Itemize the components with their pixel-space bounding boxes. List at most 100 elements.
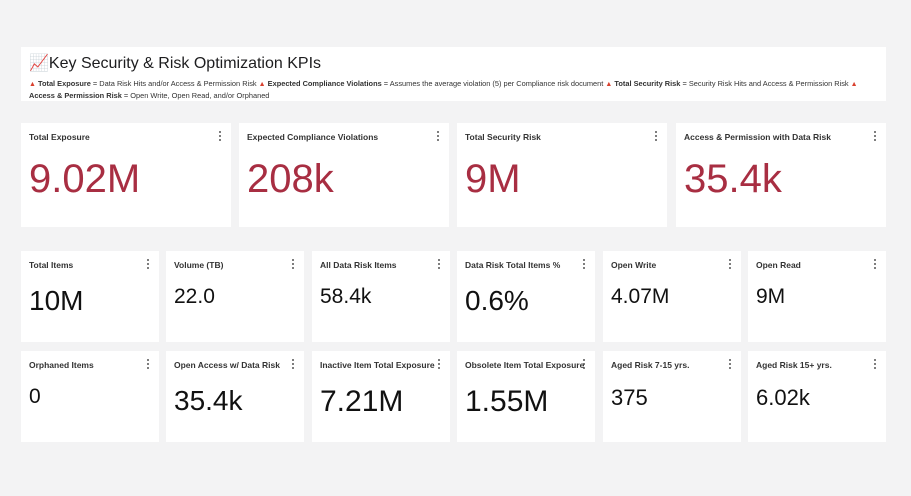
dot [729, 367, 731, 369]
more-menu[interactable] [873, 131, 877, 143]
dot [729, 363, 731, 365]
dot [655, 135, 657, 137]
kpi-card: Aged Risk 7-15 yrs. 375 [603, 351, 741, 442]
kpi-label: Volume (TB) [174, 260, 224, 270]
dot [438, 263, 440, 265]
dot [583, 267, 585, 269]
dot [147, 363, 149, 365]
kpi-value: 7.21M [320, 385, 404, 418]
more-menu[interactable] [437, 259, 441, 271]
dot [292, 263, 294, 265]
kpi-card: Total Exposure 9.02M [21, 123, 231, 227]
kpi-value: 9M [756, 285, 786, 308]
dot [147, 367, 149, 369]
dot [147, 263, 149, 265]
kpi-label: Inactive Item Total Exposure [320, 360, 435, 370]
kpi-value: 22.0 [174, 285, 215, 308]
dot [292, 363, 294, 365]
more-menu[interactable] [291, 359, 295, 371]
kpi-card: Orphaned Items 0 [21, 351, 159, 442]
kpi-card: Obsolete Item Total Exposure 1.55M [457, 351, 595, 442]
kpi-label: Orphaned Items [29, 360, 94, 370]
more-menu[interactable] [436, 131, 440, 143]
more-menu[interactable] [582, 259, 586, 271]
kpi-value: 0 [29, 385, 41, 408]
kpi-value: 9.02M [29, 157, 141, 201]
dot [729, 263, 731, 265]
dot [438, 267, 440, 269]
kpi-label: Open Write [611, 260, 657, 270]
dot [583, 263, 585, 265]
kpi-card: All Data Risk Items 58.4k [312, 251, 450, 342]
term: Expected Compliance Violations [267, 79, 382, 88]
dot [438, 367, 440, 369]
dot [438, 363, 440, 365]
kpi-card: Volume (TB) 22.0 [166, 251, 304, 342]
kpi-label: Data Risk Total Items % [465, 260, 561, 270]
kpi-value: 208k [247, 157, 334, 201]
more-menu[interactable] [654, 131, 658, 143]
dot [874, 263, 876, 265]
kpi-value: 6.02k [756, 385, 810, 410]
kpi-label: Expected Compliance Violations [247, 132, 379, 142]
dot [874, 367, 876, 369]
kpi-card: Access & Permission with Data Risk 35.4k [676, 123, 886, 227]
dot [729, 259, 731, 261]
more-menu[interactable] [582, 359, 586, 371]
term: Access & Permission Risk [29, 91, 122, 100]
dot [729, 267, 731, 269]
kpi-label: Obsolete Item Total Exposure [465, 360, 585, 370]
more-menu[interactable] [291, 259, 295, 271]
more-menu[interactable] [728, 259, 732, 271]
dot [729, 359, 731, 361]
dot [583, 367, 585, 369]
kpi-card: Expected Compliance Violations 208k [239, 123, 449, 227]
term: Total Exposure [38, 79, 91, 88]
dot [438, 259, 440, 261]
more-menu[interactable] [218, 131, 222, 143]
more-menu[interactable] [873, 359, 877, 371]
dot [583, 259, 585, 261]
dot [583, 359, 585, 361]
dot [874, 139, 876, 141]
dot [583, 363, 585, 365]
dot [147, 359, 149, 361]
definition: = Data Risk Hits and/or Access & Permiss… [92, 79, 257, 88]
kpi-card: Open Read 9M [748, 251, 886, 342]
more-menu[interactable] [437, 359, 441, 371]
kpi-label: Total Exposure [29, 132, 90, 142]
kpi-label: Aged Risk 15+ yrs. [756, 360, 832, 370]
dot [147, 259, 149, 261]
icon: ▲ [258, 81, 266, 88]
dot [292, 259, 294, 261]
kpi-card: Data Risk Total Items % 0.6% [457, 251, 595, 342]
kpi-value: 35.4k [174, 385, 243, 416]
dot [874, 267, 876, 269]
dot [147, 267, 149, 269]
kpi-label: Open Read [756, 260, 801, 270]
dot [655, 131, 657, 133]
kpi-value: 0.6% [465, 285, 529, 316]
kpi-card: Inactive Item Total Exposure 7.21M [312, 351, 450, 442]
more-menu[interactable] [728, 359, 732, 371]
kpi-value: 4.07M [611, 285, 670, 308]
kpi-card: Aged Risk 15+ yrs. 6.02k [748, 351, 886, 442]
dot [437, 135, 439, 137]
icon: ▲ [850, 81, 858, 88]
kpi-label: Open Access w/ Data Risk [174, 360, 280, 370]
dot [438, 359, 440, 361]
kpi-value: 1.55M [465, 385, 549, 418]
kpi-label: Total Security Risk [465, 132, 541, 142]
dot [292, 267, 294, 269]
icon: ▲ [605, 81, 613, 88]
kpi-label: Aged Risk 7-15 yrs. [611, 360, 690, 370]
more-menu[interactable] [146, 259, 150, 271]
dot [874, 135, 876, 137]
kpi-value: 58.4k [320, 285, 372, 308]
more-menu[interactable] [146, 359, 150, 371]
term: Total Security Risk [614, 79, 681, 88]
more-menu[interactable] [873, 259, 877, 271]
kpi-value: 9M [465, 157, 521, 201]
